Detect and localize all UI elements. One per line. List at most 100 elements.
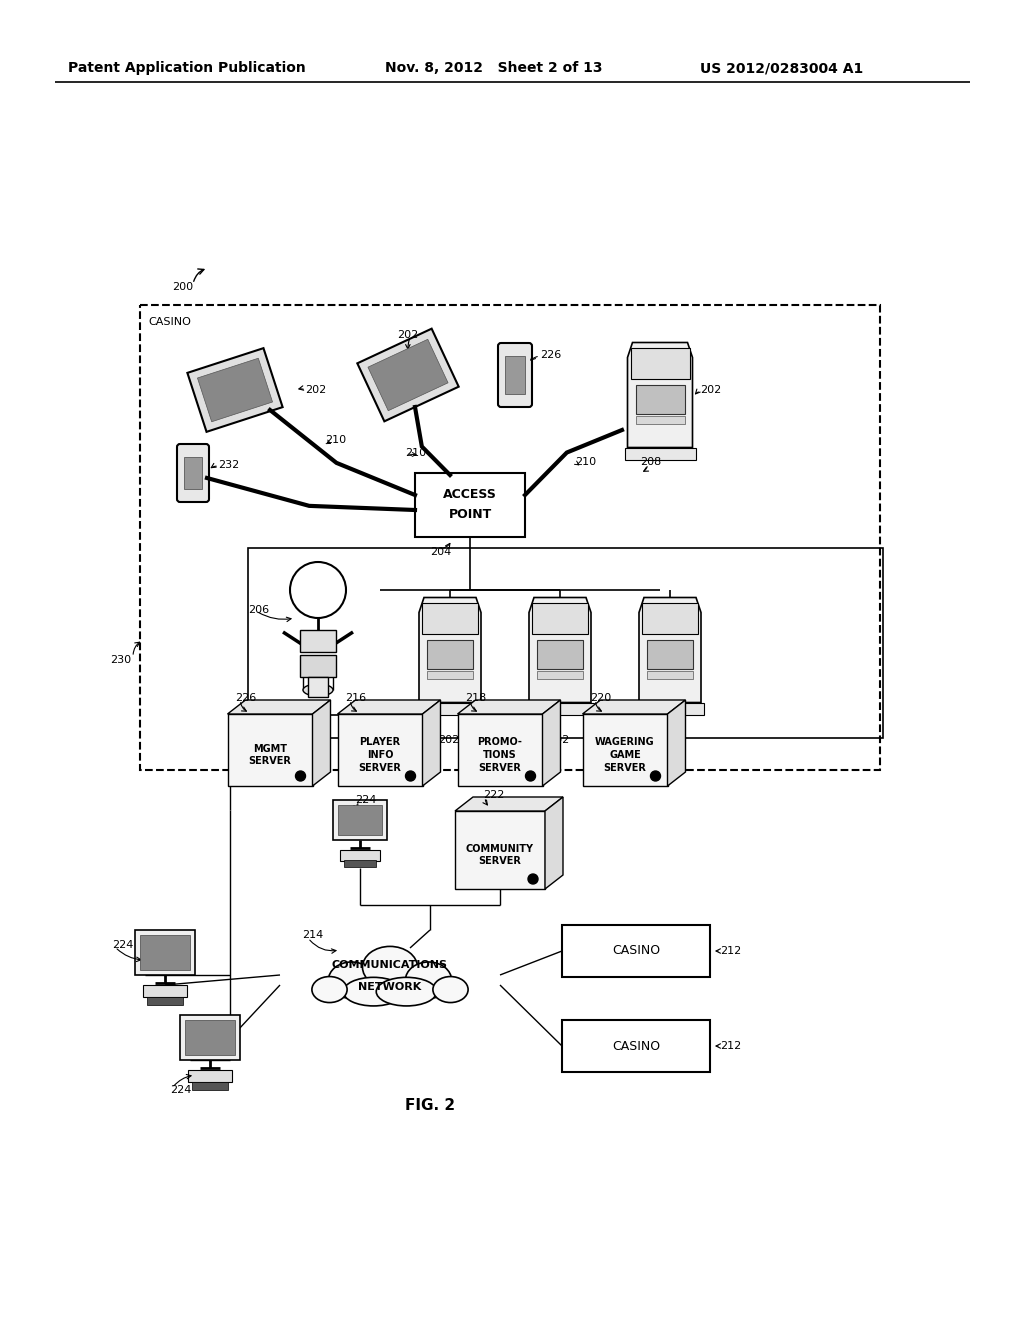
Bar	[422, 602, 478, 634]
Text: 224: 224	[112, 940, 133, 950]
Text: Patent Application Publication: Patent Application Publication	[68, 61, 306, 75]
Text: TIONS: TIONS	[483, 750, 517, 760]
Text: 210: 210	[575, 457, 596, 467]
Polygon shape	[458, 700, 560, 714]
Ellipse shape	[303, 684, 333, 696]
Ellipse shape	[329, 962, 375, 998]
Text: 210: 210	[325, 436, 346, 445]
Bar	[308, 677, 328, 697]
Text: SERVER: SERVER	[478, 857, 521, 866]
Ellipse shape	[312, 977, 347, 1003]
Text: 202: 202	[548, 735, 569, 744]
Bar	[636, 702, 705, 714]
Polygon shape	[227, 700, 331, 714]
Polygon shape	[187, 348, 283, 432]
Polygon shape	[357, 329, 459, 421]
Polygon shape	[455, 797, 563, 810]
Text: 230: 230	[110, 655, 131, 665]
Text: US 2012/0283004 A1: US 2012/0283004 A1	[700, 61, 863, 75]
Text: 222: 222	[483, 789, 505, 800]
Circle shape	[525, 771, 536, 781]
Circle shape	[296, 771, 305, 781]
Bar	[415, 473, 525, 537]
Text: 224: 224	[355, 795, 377, 805]
Text: 204: 204	[430, 546, 452, 557]
Text: Nov. 8, 2012   Sheet 2 of 13: Nov. 8, 2012 Sheet 2 of 13	[385, 61, 602, 75]
Text: SERVER: SERVER	[603, 763, 646, 774]
Text: INFO: INFO	[367, 750, 393, 760]
Bar	[647, 639, 693, 669]
Polygon shape	[227, 714, 312, 785]
FancyBboxPatch shape	[498, 343, 532, 407]
Polygon shape	[529, 598, 591, 702]
Polygon shape	[583, 714, 668, 785]
Polygon shape	[628, 342, 692, 447]
Bar	[147, 997, 183, 1005]
Bar	[344, 859, 376, 867]
Text: CASINO: CASINO	[612, 1040, 660, 1052]
Text: COMMUNITY: COMMUNITY	[466, 843, 534, 854]
Text: ACCESS: ACCESS	[443, 488, 497, 502]
Polygon shape	[543, 700, 560, 785]
Text: 210: 210	[406, 447, 426, 458]
Polygon shape	[198, 358, 272, 422]
Bar	[333, 800, 387, 840]
Bar	[338, 805, 382, 836]
Text: 202: 202	[658, 735, 679, 744]
Bar	[647, 671, 693, 680]
Text: 226: 226	[540, 350, 561, 360]
Bar	[193, 1082, 228, 1090]
Bar	[427, 639, 473, 669]
Text: PROMO-: PROMO-	[477, 737, 522, 747]
Bar	[526, 702, 594, 714]
Text: 224: 224	[170, 1085, 191, 1096]
Ellipse shape	[376, 977, 437, 1006]
Text: WAGERING: WAGERING	[595, 737, 654, 747]
Bar	[188, 1071, 232, 1082]
Text: 202: 202	[438, 735, 459, 744]
Text: FIG. 2: FIG. 2	[404, 1097, 455, 1113]
Bar	[416, 702, 484, 714]
Text: KIOSK: KIOSK	[302, 586, 334, 594]
Circle shape	[290, 562, 346, 618]
Bar	[180, 1015, 240, 1060]
Text: NETWORK: NETWORK	[358, 982, 422, 993]
Text: 202: 202	[700, 385, 721, 395]
Bar	[143, 985, 187, 997]
Bar	[636, 416, 684, 425]
Bar	[427, 671, 473, 680]
Polygon shape	[639, 598, 701, 702]
Text: 200: 200	[172, 282, 194, 292]
Circle shape	[650, 771, 660, 781]
Polygon shape	[423, 700, 440, 785]
Polygon shape	[583, 700, 685, 714]
Text: 214: 214	[302, 931, 324, 940]
Bar	[340, 850, 380, 861]
Text: 208: 208	[640, 457, 662, 467]
Text: 202: 202	[305, 385, 327, 395]
Text: COMMUNICATIONS: COMMUNICATIONS	[332, 960, 449, 970]
Bar	[642, 602, 698, 634]
Text: 226: 226	[234, 693, 256, 704]
Bar	[636, 384, 684, 414]
Text: 212: 212	[720, 946, 741, 956]
Text: 212: 212	[720, 1041, 741, 1051]
Polygon shape	[419, 598, 481, 702]
Polygon shape	[455, 810, 545, 888]
Bar	[532, 602, 588, 634]
Polygon shape	[458, 714, 543, 785]
Bar	[300, 630, 336, 652]
Bar	[537, 671, 583, 680]
Ellipse shape	[406, 962, 452, 998]
Text: SERVER: SERVER	[358, 763, 401, 774]
Polygon shape	[338, 700, 440, 714]
Polygon shape	[338, 714, 423, 785]
Text: 206: 206	[248, 605, 269, 615]
Text: 216: 216	[345, 693, 367, 704]
Text: SERVER: SERVER	[249, 756, 292, 767]
Polygon shape	[368, 339, 449, 411]
Bar	[135, 931, 195, 975]
Text: 218: 218	[465, 693, 486, 704]
Text: CASINO: CASINO	[612, 945, 660, 957]
Circle shape	[528, 874, 538, 884]
